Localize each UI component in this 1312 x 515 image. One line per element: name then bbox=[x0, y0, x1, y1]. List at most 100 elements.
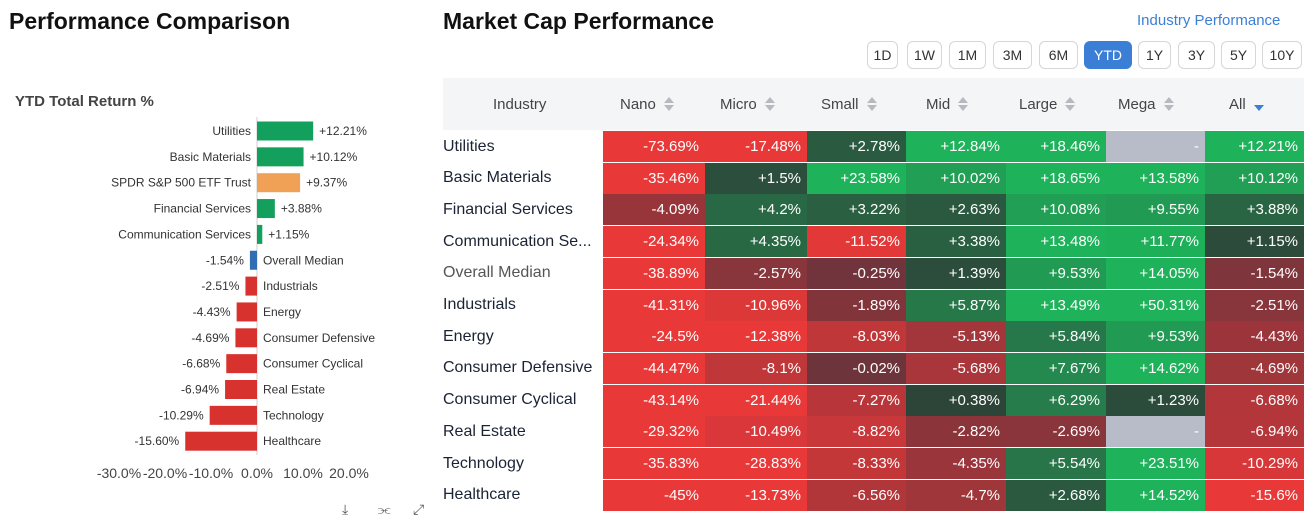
table-row[interactable]: Energy -24.5% -12.38% -8.03% -5.13% +5.84% +9.… bbox=[443, 321, 1304, 353]
cell-small: -1.89% bbox=[807, 289, 906, 321]
table-row[interactable]: Consumer Defensive -44.47% -8.1% -0.02% -5.6… bbox=[443, 352, 1304, 384]
sort-icon[interactable] bbox=[1253, 96, 1264, 112]
cell-all: -6.94% bbox=[1205, 416, 1304, 448]
cell-mega: +1.23% bbox=[1106, 384, 1205, 416]
x-tick-label: 0.0% bbox=[241, 465, 273, 481]
row-industry-label[interactable]: Energy bbox=[443, 327, 494, 345]
cell-mega: +14.52% bbox=[1106, 479, 1205, 511]
column-header-all[interactable]: All bbox=[1229, 78, 1264, 130]
bar-real-estate[interactable] bbox=[225, 380, 257, 399]
table-row[interactable]: Communication Se... -24.34% +4.35% -11.52% +… bbox=[443, 226, 1304, 258]
row-industry-label[interactable]: Industrials bbox=[443, 296, 516, 313]
cell-nano: -4.09% bbox=[603, 194, 705, 226]
row-industry-label[interactable]: Utilities bbox=[443, 137, 495, 155]
cell-micro: -12.38% bbox=[705, 321, 807, 353]
tab-10y[interactable]: 10Y bbox=[1262, 41, 1302, 69]
table-row[interactable]: Healthcare -45% -13.73% -6.56% -4.7% +2.68% +1… bbox=[443, 479, 1304, 511]
tab-ytd[interactable]: YTD bbox=[1084, 41, 1132, 69]
bar-technology[interactable] bbox=[209, 405, 257, 425]
column-header-industry: Industry bbox=[493, 78, 546, 130]
row-industry-label[interactable]: Consumer Defensive bbox=[443, 359, 593, 377]
bar-basic-materials[interactable] bbox=[257, 147, 304, 167]
table-row[interactable]: Technology -35.83% -28.83% -8.33% -4.35% +5.5… bbox=[443, 448, 1304, 479]
cell-nano: -43.14% bbox=[603, 384, 705, 416]
ytd-return-bar-chart: YTD Total Return % Utilities +12.21% Basic … bbox=[15, 93, 375, 481]
cell-large: -2.69% bbox=[1006, 416, 1106, 448]
cell-small: +3.22% bbox=[807, 194, 906, 226]
cell-all: +3.88% bbox=[1205, 194, 1304, 226]
value-label: -1.54% bbox=[206, 253, 244, 267]
row-industry-label[interactable]: Communication Se... bbox=[443, 232, 592, 250]
row-industry-label[interactable]: Technology bbox=[443, 454, 524, 472]
industry-performance-link[interactable]: Industry Performance bbox=[1137, 12, 1281, 29]
category-label: Financial Services bbox=[154, 202, 251, 216]
cell-nano: -24.5% bbox=[603, 321, 705, 353]
tab-1w[interactable]: 1W bbox=[907, 41, 942, 69]
cell-nano: -41.31% bbox=[603, 289, 705, 321]
table-row[interactable]: Industrials -41.31% -10.96% -1.89% +5.87% +13… bbox=[443, 289, 1304, 321]
sort-icon[interactable] bbox=[866, 96, 877, 112]
sort-icon[interactable] bbox=[958, 96, 969, 112]
download-icon[interactable]: ⤓ bbox=[342, 503, 349, 515]
cell-mega: +23.51% bbox=[1106, 448, 1205, 479]
cell-large: +13.49% bbox=[1006, 289, 1106, 321]
category-label: Technology bbox=[263, 408, 324, 422]
bar-consumer-cyclical[interactable] bbox=[226, 354, 257, 374]
cell-micro: +1.5% bbox=[705, 162, 807, 194]
row-industry-label[interactable]: Consumer Cyclical bbox=[443, 391, 577, 409]
bar-consumer-defensive[interactable] bbox=[235, 328, 257, 348]
row-industry-label[interactable]: Healthcare bbox=[443, 486, 521, 504]
bar-healthcare[interactable] bbox=[185, 431, 257, 451]
row-industry-label[interactable]: Real Estate bbox=[443, 422, 526, 440]
column-header-small[interactable]: Small bbox=[821, 78, 877, 130]
x-tick-label: 10.0% bbox=[283, 465, 323, 481]
bar-industrials[interactable] bbox=[245, 276, 257, 296]
expand-icon[interactable]: ⤢ bbox=[413, 503, 425, 515]
cell-mid: -4.35% bbox=[906, 448, 1006, 479]
bar-utilities[interactable] bbox=[257, 121, 314, 141]
cell-small: +23.58% bbox=[807, 162, 906, 194]
x-tick-label: 20.0% bbox=[329, 465, 369, 481]
tab-1y[interactable]: 1Y bbox=[1138, 41, 1171, 69]
column-header-label: Small bbox=[821, 95, 859, 113]
cell-mega: +14.05% bbox=[1106, 257, 1205, 289]
sort-icon[interactable] bbox=[1065, 96, 1076, 112]
column-header-mid[interactable]: Mid bbox=[926, 78, 969, 130]
category-label: Energy bbox=[263, 305, 301, 319]
bar-spdr-s-p-500-etf-trust[interactable] bbox=[257, 173, 301, 193]
bar-communication-services[interactable] bbox=[257, 224, 263, 244]
bar-financial-services[interactable] bbox=[257, 199, 275, 219]
cell-nano: -29.32% bbox=[603, 416, 705, 448]
tab-3m[interactable]: 3M bbox=[993, 41, 1032, 69]
tab-1d[interactable]: 1D bbox=[867, 41, 898, 69]
table-row[interactable]: Basic Materials -35.46% +1.5% +23.58% +10.02… bbox=[443, 162, 1304, 194]
cell-nano: -35.83% bbox=[603, 448, 705, 479]
table-row[interactable]: Real Estate -29.32% -10.49% -8.82% -2.82% -2.… bbox=[443, 416, 1304, 448]
cell-small: -8.82% bbox=[807, 416, 906, 448]
table-row[interactable]: Utilities -73.69% -17.48% +2.78% +12.84% +18.… bbox=[443, 131, 1304, 162]
sort-icon[interactable] bbox=[764, 96, 775, 112]
sort-icon[interactable] bbox=[663, 96, 674, 112]
sort-icon[interactable] bbox=[1163, 96, 1174, 112]
share-icon[interactable]: ⫘ bbox=[378, 503, 391, 515]
column-header-large[interactable]: Large bbox=[1019, 78, 1076, 130]
table-row[interactable]: Financial Services -4.09% +4.2% +3.22% +2.63… bbox=[443, 194, 1304, 226]
tab-3y[interactable]: 3Y bbox=[1178, 41, 1215, 69]
table-row[interactable]: Overall Median -38.89% -2.57% -0.25% +1.39% +… bbox=[443, 257, 1304, 289]
bar-overall-median[interactable] bbox=[249, 250, 257, 270]
cell-mega: +9.53% bbox=[1106, 321, 1205, 353]
category-label: SPDR S&P 500 ETF Trust bbox=[111, 176, 251, 190]
row-industry-label[interactable]: Overall Median bbox=[443, 264, 551, 282]
cell-mid: -2.82% bbox=[906, 416, 1006, 448]
column-header-micro[interactable]: Micro bbox=[720, 78, 775, 130]
row-industry-label[interactable]: Financial Services bbox=[443, 200, 573, 218]
column-header-mega[interactable]: Mega bbox=[1118, 78, 1174, 130]
bar-energy[interactable] bbox=[236, 302, 257, 322]
row-industry-label[interactable]: Basic Materials bbox=[443, 169, 552, 187]
tab-6m[interactable]: 6M bbox=[1039, 41, 1078, 69]
tab-5y[interactable]: 5Y bbox=[1221, 41, 1256, 69]
tab-1m[interactable]: 1M bbox=[949, 41, 986, 69]
cell-large: +2.68% bbox=[1006, 479, 1106, 511]
column-header-nano[interactable]: Nano bbox=[620, 78, 674, 130]
table-row[interactable]: Consumer Cyclical -43.14% -21.44% -7.27% +0.… bbox=[443, 384, 1304, 416]
